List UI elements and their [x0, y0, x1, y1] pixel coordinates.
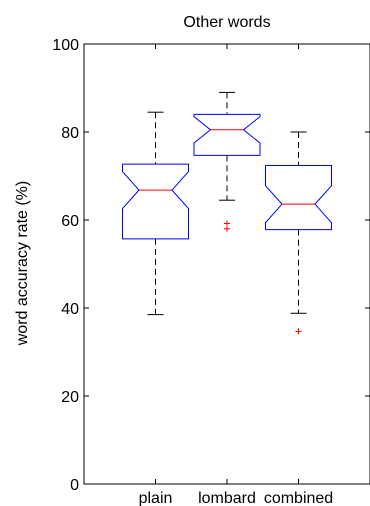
notched-box: [193, 113, 261, 156]
y-axis: 0 20 40 60 80 100: [52, 37, 370, 494]
x-category-label: lombard: [198, 490, 256, 506]
x-category-label: combined: [264, 490, 333, 506]
outlier-marker: [224, 225, 230, 232]
outlier-marker: [224, 220, 230, 227]
y-tick-label: 40: [61, 301, 79, 318]
box-series: [122, 91, 332, 335]
box-lombard: [193, 91, 261, 232]
notched-box: [122, 163, 189, 240]
y-tick-label: 100: [52, 37, 79, 54]
box-combined: [265, 131, 332, 335]
plot-area-frame: [83, 43, 370, 485]
x-category-label: plain: [139, 490, 173, 506]
y-tick-label: 0: [70, 477, 79, 494]
x-axis: plain lombard combined: [139, 44, 333, 506]
notched-box: [265, 164, 332, 231]
chart-title: Other words: [183, 14, 270, 31]
y-tick-label: 60: [61, 213, 79, 230]
y-axis-label: word accuracy rate (%): [14, 181, 31, 347]
y-tick-label: 80: [61, 125, 79, 142]
y-tick-label: 20: [61, 389, 79, 406]
box-plain: [122, 111, 189, 316]
outlier-marker: [295, 328, 302, 335]
